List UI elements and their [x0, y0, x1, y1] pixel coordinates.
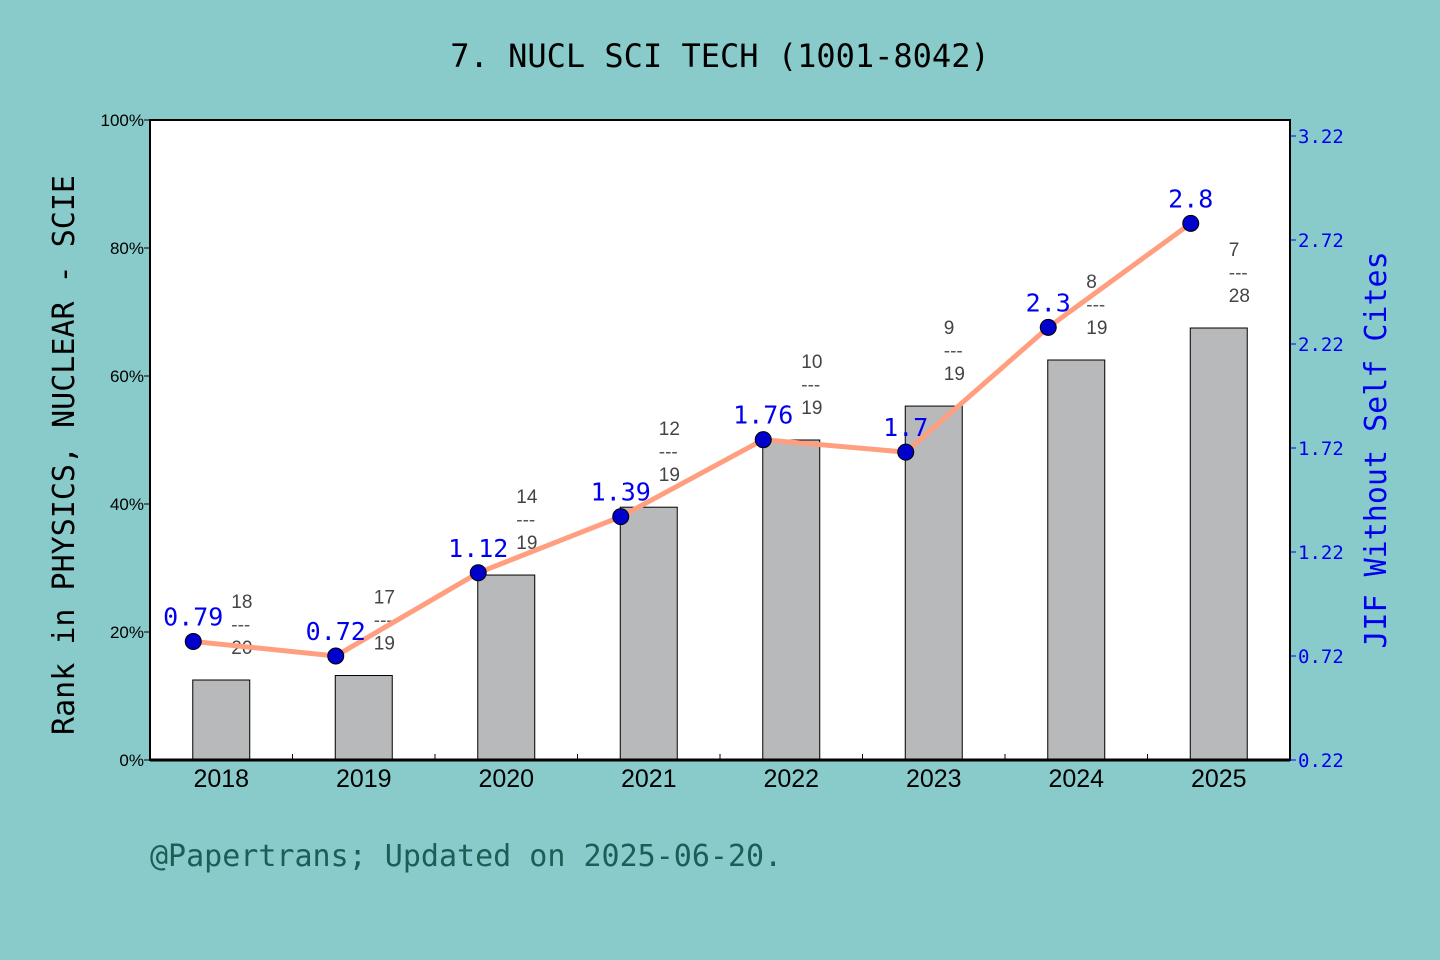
rank-label: 7: [1229, 240, 1240, 261]
y2-tick-label: 1.22: [1298, 542, 1344, 564]
y2-tick-label: 1.72: [1298, 438, 1344, 460]
bar-2022: [762, 439, 821, 761]
bar-2024: [1047, 359, 1106, 761]
fraction-bar: ---: [516, 510, 535, 531]
rank-label: 8: [1086, 272, 1097, 293]
rank-label: 18: [231, 592, 252, 613]
x-tick-label: 2025: [1191, 765, 1247, 793]
total-label: 19: [374, 634, 395, 655]
y2-tick-label: 0.22: [1298, 750, 1344, 772]
rank-label: 10: [801, 352, 822, 373]
total-label: 19: [801, 398, 822, 419]
x-tick-label: 2018: [193, 765, 249, 793]
bar-2019: [334, 675, 393, 761]
rank-label: 14: [516, 487, 538, 508]
total-label: 19: [944, 364, 965, 385]
jif-point-2019: [327, 647, 345, 665]
y2-axis-label: JIF Without Self Cites: [1359, 251, 1394, 648]
jif-value-label: 0.79: [163, 602, 223, 631]
y2-tick-label: 2.22: [1298, 334, 1344, 356]
footer-credit: @Papertrans; Updated on 2025-06-20.: [150, 839, 782, 874]
y-tick-label: 100%: [101, 111, 144, 130]
bar-2021: [619, 506, 678, 761]
jif-value-label: 1.76: [733, 401, 793, 430]
jif-point-2020: [469, 564, 487, 582]
fraction-bar: ---: [1229, 263, 1248, 284]
x-tick-label: 2024: [1048, 765, 1104, 793]
y2-tick-label: 2.72: [1298, 230, 1344, 252]
y-tick-label: 60%: [110, 367, 144, 386]
y2-tick-label: 0.72: [1298, 646, 1344, 668]
rank-label: 9: [944, 318, 955, 339]
bar-2018: [192, 679, 251, 761]
jif-point-2018: [184, 632, 202, 650]
plot-area: [150, 120, 1290, 760]
jif-value-label: 0.72: [306, 617, 366, 646]
total-label: 28: [1229, 286, 1250, 307]
chart-title: 7. NUCL SCI TECH (1001-8042): [450, 37, 989, 75]
jif-value-label: 2.8: [1168, 184, 1213, 213]
jif-value-label: 1.39: [591, 478, 651, 507]
jif-value-label: 1.7: [883, 413, 928, 442]
jif-line: [192, 221, 1193, 659]
x-tick-label: 2020: [478, 765, 534, 793]
y-tick-label: 0%: [119, 751, 144, 770]
fraction-bar: ---: [801, 375, 820, 396]
y-tick-label: 40%: [110, 495, 144, 514]
fraction-bar: ---: [944, 341, 963, 362]
bar-2025: [1189, 327, 1248, 761]
jif-point-2023: [897, 443, 915, 461]
y-tick-label: 20%: [110, 623, 144, 642]
x-tick-label: 2022: [763, 765, 819, 793]
rank-label: 12: [659, 419, 680, 440]
y2-tick-label: 3.22: [1298, 126, 1344, 148]
x-tick-label: 2021: [621, 765, 677, 793]
jif-point-2025: [1182, 214, 1200, 232]
x-tick-label: 2023: [906, 765, 962, 793]
bar-2023: [904, 405, 963, 761]
jif-value-label: 1.12: [448, 534, 508, 563]
jif-point-2021: [612, 508, 630, 526]
bar-2020: [477, 574, 536, 761]
fraction-bar: ---: [659, 442, 678, 463]
fraction-bar: ---: [231, 615, 250, 636]
jif-point-2024: [1039, 318, 1057, 336]
y-axis-label: Rank in PHYSICS, NUCLEAR - SCIE: [47, 175, 82, 735]
jif-value-label: 2.3: [1026, 288, 1071, 317]
jif-point-2022: [754, 431, 772, 449]
total-label: 19: [659, 465, 680, 486]
y-tick-label: 80%: [110, 239, 144, 258]
rank-label: 17: [374, 588, 395, 609]
total-label: 19: [516, 533, 537, 554]
fraction-bar: ---: [1086, 295, 1105, 316]
x-tick-label: 2019: [336, 765, 392, 793]
total-label: 19: [1086, 318, 1107, 339]
